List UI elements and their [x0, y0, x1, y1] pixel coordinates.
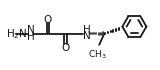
Text: N: N: [27, 25, 34, 35]
Text: H$_2$N: H$_2$N: [6, 27, 28, 41]
Text: N: N: [83, 31, 90, 41]
Text: O: O: [61, 43, 70, 53]
Text: H: H: [83, 25, 90, 35]
Text: H: H: [27, 32, 34, 42]
Text: O: O: [44, 15, 52, 25]
Text: CH$_3$: CH$_3$: [88, 48, 107, 61]
